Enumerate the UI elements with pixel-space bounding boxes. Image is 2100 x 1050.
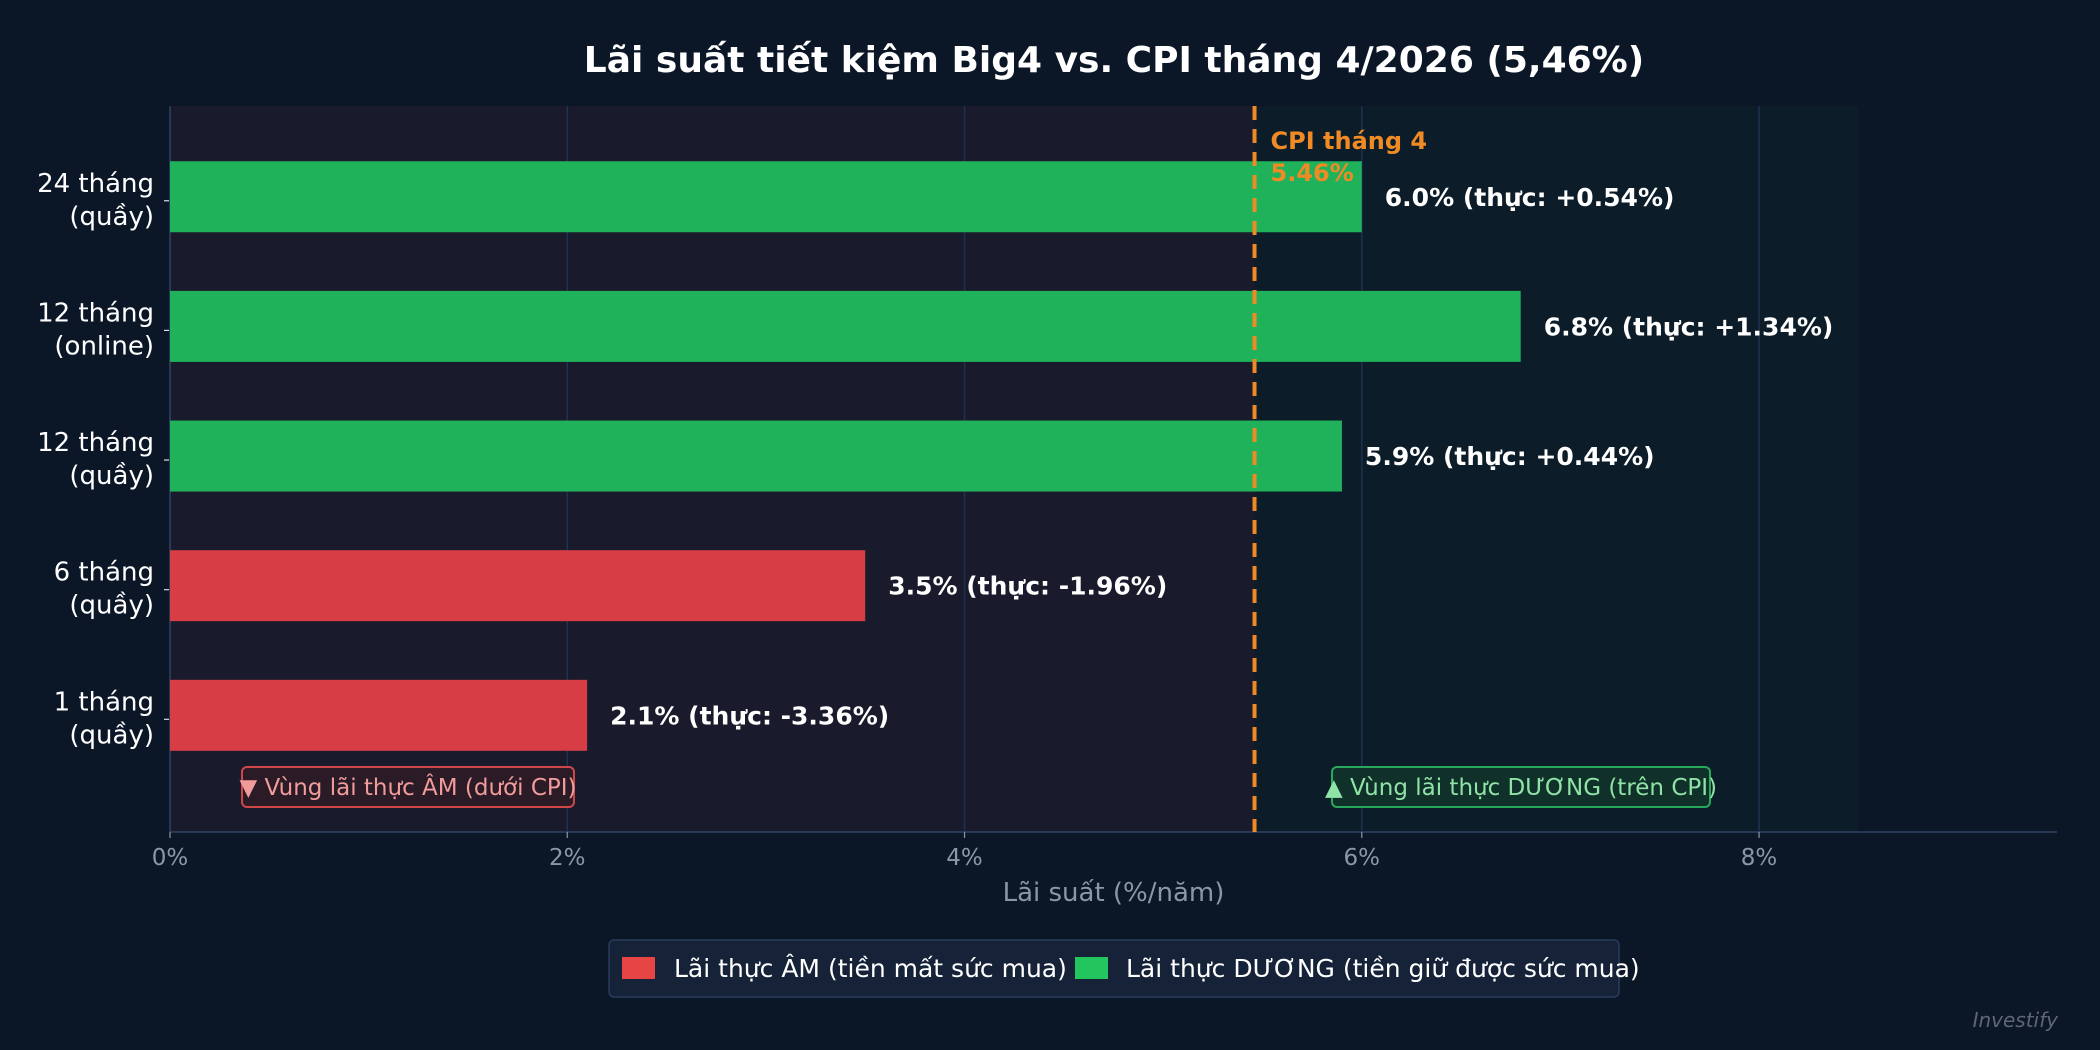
y-tick-label: (quầy) [69, 720, 154, 750]
x-axis-label: Lãi suất (%/năm) [1003, 878, 1225, 908]
bar-positive [170, 290, 1521, 362]
positive-zone-box [1331, 766, 1711, 808]
bar-negative [170, 550, 866, 622]
cpi-value-label: 5.46% [1271, 159, 1354, 187]
chart-title: Lãi suất tiết kiệm Big4 vs. CPI tháng 4/… [584, 40, 1644, 81]
bar-value-label: 5.9% (thực: +0.44%) [1365, 442, 1655, 471]
y-tick-label: (quầy) [69, 461, 154, 491]
legend-swatch-negative [622, 957, 655, 979]
bar-negative [170, 679, 588, 751]
legend-swatch-positive [1075, 957, 1108, 979]
y-tick-label: 24 tháng [37, 169, 154, 199]
legend-box [608, 939, 1620, 998]
bar-value-label: 2.1% (thực: -3.36%) [610, 701, 889, 730]
x-tick-label: 0% [152, 845, 189, 871]
legend-label-negative: Lãi thực ÂM (tiền mất sức mua) [674, 954, 1067, 983]
x-tick-label: 2% [549, 845, 586, 871]
bar-positive [170, 420, 1342, 492]
legend-label-positive: Lãi thực DƯƠNG (tiền giữ được sức mua) [1126, 954, 1640, 983]
x-tick-label: 6% [1344, 845, 1381, 871]
y-tick-label: 1 tháng [54, 687, 154, 717]
bar-value-label: 6.0% (thực: +0.54%) [1385, 183, 1675, 212]
bar-positive [170, 161, 1362, 233]
y-tick-label: (quầy) [69, 202, 154, 232]
y-tick-label: 12 tháng [37, 428, 154, 458]
y-tick-label: 12 tháng [37, 298, 154, 328]
bar-value-label: 3.5% (thực: -1.96%) [888, 572, 1167, 601]
y-tick-label: 6 tháng [54, 558, 154, 588]
x-tick-label: 4% [946, 845, 983, 871]
negative-zone-label: ▼ Vùng lãi thực ÂM (dưới CPI) [239, 773, 576, 801]
x-tick-label: 8% [1741, 845, 1778, 871]
bar-value-label: 6.8% (thực: +1.34%) [1544, 312, 1834, 341]
cpi-label: CPI tháng 4 [1271, 127, 1428, 155]
y-tick-label: (online) [54, 331, 154, 361]
negative-zone-box [241, 766, 575, 808]
watermark: Investify [1972, 1008, 2058, 1032]
y-tick-label: (quầy) [69, 591, 154, 621]
positive-zone-label: ▲ Vùng lãi thực DƯƠNG (trên CPI) [1325, 775, 1717, 801]
